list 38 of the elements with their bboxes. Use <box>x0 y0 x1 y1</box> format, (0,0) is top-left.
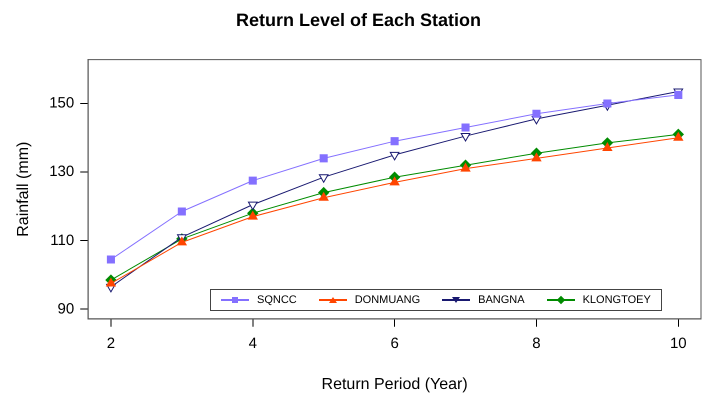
y-tick-label: 110 <box>50 232 74 249</box>
x-tick-label: 10 <box>670 334 687 352</box>
y-axis-title: Rainfall (mm) <box>15 142 32 237</box>
point <box>674 90 682 99</box>
point <box>460 163 470 172</box>
y-tick-label: 150 <box>49 94 74 112</box>
point <box>178 207 186 216</box>
point <box>318 174 329 183</box>
x-tick-label: 8 <box>532 334 541 352</box>
legend-label: DONMUANG <box>354 294 420 306</box>
chart-title: Return Level of Each Station <box>236 10 482 30</box>
point <box>390 137 399 146</box>
point <box>390 152 400 160</box>
x-tick-label: 6 <box>390 334 399 352</box>
point <box>318 192 329 201</box>
y-tick-label: 130 <box>49 163 74 180</box>
legend-label: SQNCC <box>257 294 297 306</box>
point <box>248 202 258 210</box>
point <box>462 123 470 132</box>
x-axis-title: Return Period (Year) <box>322 376 468 393</box>
point <box>390 176 400 186</box>
point <box>673 132 684 141</box>
point <box>106 278 116 286</box>
legend-label: BANGNA <box>478 294 525 306</box>
point <box>602 142 612 152</box>
x-tick-label: 4 <box>248 334 257 352</box>
point <box>532 152 542 162</box>
point <box>248 176 257 185</box>
point <box>248 211 258 220</box>
x-tick-label: 2 <box>106 334 116 352</box>
point <box>603 99 612 108</box>
legend-label: KLONGTOEY <box>582 294 651 306</box>
point <box>532 110 540 118</box>
point <box>460 133 470 142</box>
point <box>320 154 328 162</box>
point <box>177 236 187 246</box>
point <box>106 255 115 264</box>
y-tick-label: 90 <box>58 300 74 318</box>
